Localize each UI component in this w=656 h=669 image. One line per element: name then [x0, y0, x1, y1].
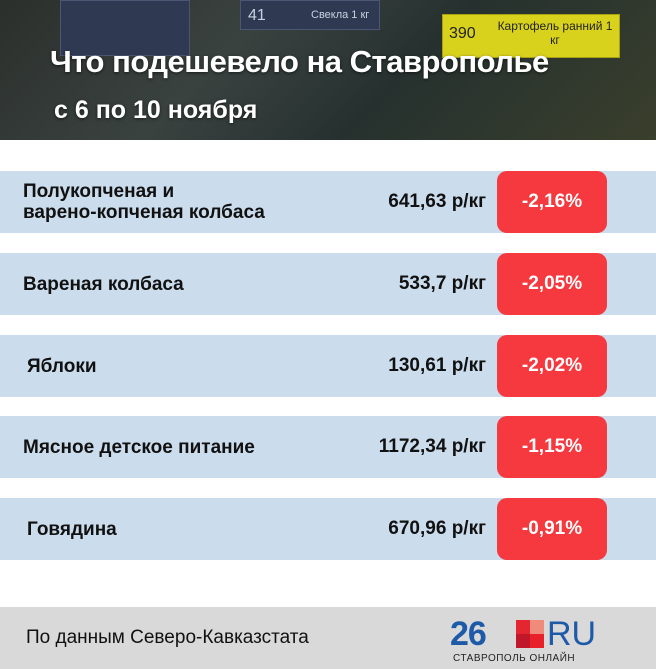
- header-photo: Свекла 1 кг 41 390 Картофель ранний 1 кг…: [0, 0, 656, 140]
- item-name-line: варено-копченая колбаса: [23, 202, 265, 223]
- tag-text: Картофель ранний 1 кг: [497, 19, 613, 47]
- item-price: 1172,34 р/кг: [378, 436, 486, 457]
- page-title: Что подешевело на Ставрополье: [50, 44, 549, 79]
- logo-ru: RU: [547, 615, 597, 653]
- change-badge: -0,91%: [497, 498, 607, 560]
- change-badge: -2,16%: [497, 171, 607, 233]
- item-price: 533,7 р/кг: [398, 273, 486, 294]
- item-name: Мясное детское питание: [23, 436, 255, 458]
- page-subtitle: с 6 по 10 ноября: [54, 96, 258, 124]
- change-badge: -2,02%: [497, 335, 607, 397]
- logo-square-icon: [516, 620, 544, 648]
- footer: По данным Северо-Кавказстата 26 RU СТАВР…: [0, 607, 656, 669]
- table-row: Яблоки 130,61 р/кг -2,02%: [0, 335, 656, 397]
- tag-text: Свекла 1 кг: [311, 9, 370, 21]
- price-tag-yellow: 390 Картофель ранний 1 кг: [442, 14, 620, 58]
- table-row: Говядина 670,96 р/кг -0,91%: [0, 498, 656, 560]
- logo-subtitle: СТАВРОПОЛЬ ОНЛАЙН: [453, 653, 576, 664]
- table-row: Мясное детское питание 1172,34 р/кг -1,1…: [0, 416, 656, 478]
- price-tag-number: 41: [248, 7, 266, 24]
- item-name: Говядина: [27, 518, 117, 540]
- item-price: 641,63 р/кг: [388, 191, 486, 212]
- item-name: Полукопченая и варено-копченая колбаса: [23, 171, 265, 233]
- source-note: По данным Северо-Кавказстата: [26, 627, 309, 648]
- item-name: Яблоки: [27, 355, 97, 377]
- item-name-line: Полукопченая и: [23, 181, 175, 202]
- logo-number: 26: [450, 615, 487, 653]
- change-badge: -2,05%: [497, 253, 607, 315]
- tag-number: 390: [449, 25, 476, 42]
- change-badge: -1,15%: [497, 416, 607, 478]
- item-name: Вареная колбаса: [23, 273, 184, 295]
- table-row: Полукопченая и варено-копченая колбаса 64…: [0, 171, 656, 233]
- price-tag: Свекла 1 кг: [240, 0, 380, 30]
- item-price: 130,61 р/кг: [388, 355, 486, 376]
- price-tag: [60, 0, 190, 56]
- item-price: 670,96 р/кг: [388, 518, 486, 539]
- table-row: Вареная колбаса 533,7 р/кг -2,05%: [0, 253, 656, 315]
- site-logo[interactable]: 26 RU СТАВРОПОЛЬ ОНЛАЙН: [450, 615, 610, 667]
